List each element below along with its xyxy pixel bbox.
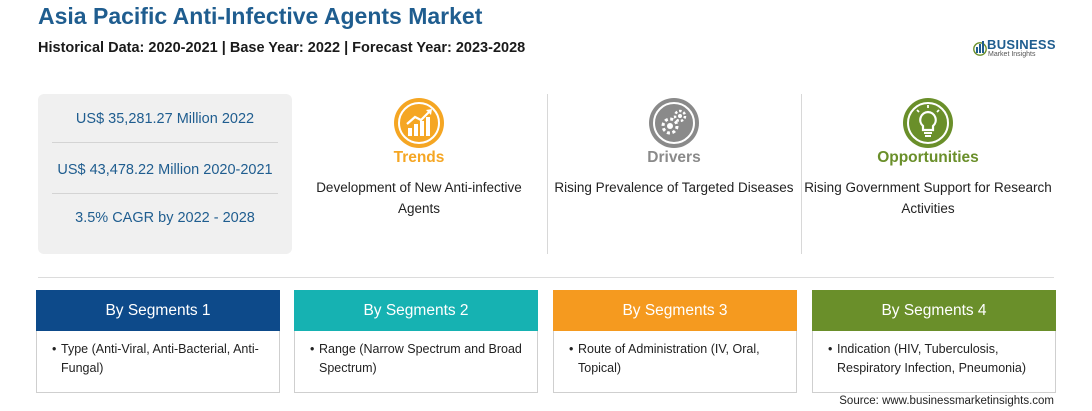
bullet: • [828,342,833,356]
factor-description: Development of New Anti-infective Agents [316,180,522,216]
segment-header: By Segments 3 [553,290,797,331]
brand-tagline: Market Insights [988,51,1036,58]
segment-text: Type (Anti-Viral, Anti-Bacterial, Anti-F… [61,342,259,375]
segment-text: Indication (HIV, Tuberculosis, Respirato… [837,342,1026,375]
factor-description: Rising Government Support for Research A… [804,180,1052,216]
market-value-historical: US$ 43,478.22 Million 2020-2021 [57,162,273,178]
trend-chart-icon [394,98,444,148]
segment-body: • Indication (HIV, Tuberculosis, Respira… [828,340,1046,377]
brand-logo: BUSINESS Market Insights [973,36,1063,62]
bar-chart-globe-icon [973,41,987,56]
segment-card-3: By Segments 3 • Route of Administration … [553,290,797,393]
page-subtitle: Historical Data: 2020-2021 | Base Year: … [38,40,526,56]
bullet: • [310,342,315,356]
page-title: Asia Pacific Anti-Infective Agents Marke… [38,3,483,29]
bullet: • [569,342,574,356]
segment-header: By Segments 1 [36,290,280,331]
lightbulb-icon [903,98,953,148]
segment-header: By Segments 4 [812,290,1056,331]
bullet: • [52,342,57,356]
column-divider [547,94,548,254]
factor-title: Opportunities [877,149,979,166]
factor-title: Drivers [647,149,701,166]
source-credit: Source: www.businessmarketinsights.com [839,395,1054,407]
market-value-2022: US$ 35,281.27 Million 2022 [75,111,255,127]
market-stats-panel: US$ 35,281.27 Million 2022 US$ 43,478.22… [38,94,292,254]
segment-body: • Range (Narrow Spectrum and Broad Spect… [310,340,528,377]
section-divider [38,277,1054,278]
column-divider [801,94,802,254]
factor-title: Trends [393,149,445,166]
segment-header: By Segments 2 [294,290,538,331]
segment-card-4: By Segments 4 • Indication (HIV, Tubercu… [812,290,1056,393]
gears-icon [649,98,699,148]
divider [52,142,278,143]
factor-description: Rising Prevalence of Targeted Diseases [554,180,794,195]
segment-body: • Type (Anti-Viral, Anti-Bacterial, Anti… [52,340,270,377]
brand-name: BUSINESS [987,37,1056,52]
segment-card-2: By Segments 2 • Range (Narrow Spectrum a… [294,290,538,393]
cagr-value: 3.5% CAGR by 2022 - 2028 [75,210,255,226]
segment-text: Route of Administration (IV, Oral, Topic… [578,342,760,375]
segment-body: • Route of Administration (IV, Oral, Top… [569,340,787,377]
divider [52,193,278,194]
segment-card-1: By Segments 1 • Type (Anti-Viral, Anti-B… [36,290,280,393]
segment-text: Range (Narrow Spectrum and Broad Spectru… [319,342,522,375]
